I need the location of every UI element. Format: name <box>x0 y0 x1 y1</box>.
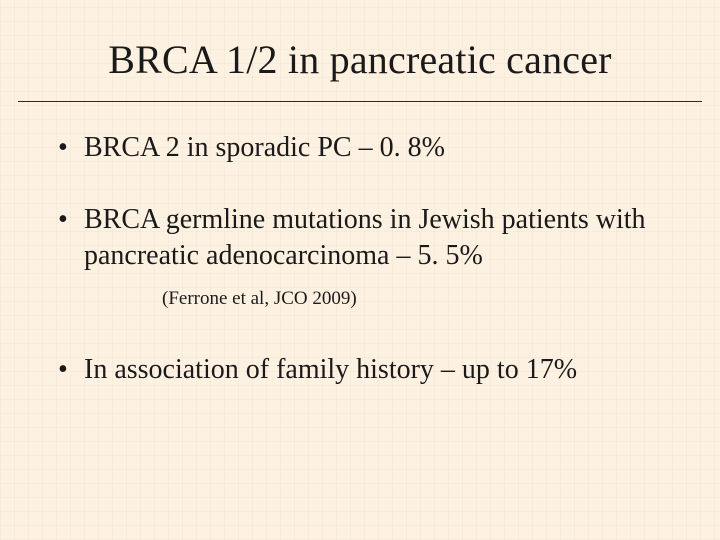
bullet-item: BRCA 2 in sporadic PC – 0. 8% <box>54 130 666 166</box>
slide-title: BRCA 1/2 in pancreatic cancer <box>0 0 720 101</box>
bullet-text: BRCA germline mutations in Jewish patien… <box>84 204 646 271</box>
bullet-list: BRCA 2 in sporadic PC – 0. 8% BRCA germl… <box>54 130 666 273</box>
bullet-list: In association of family history – up to… <box>54 352 666 388</box>
bullet-text: BRCA 2 in sporadic PC – 0. 8% <box>84 132 445 163</box>
bullet-text: In association of family history – up to… <box>84 354 577 385</box>
slide: { "colors": { "background": "#fdf1e2", "… <box>0 0 720 540</box>
citation: (Ferrone et al, JCO 2009) <box>162 287 666 311</box>
bullet-item: In association of family history – up to… <box>54 352 666 388</box>
bullet-item: BRCA germline mutations in Jewish patien… <box>54 202 666 274</box>
slide-body: BRCA 2 in sporadic PC – 0. 8% BRCA germl… <box>0 102 720 388</box>
